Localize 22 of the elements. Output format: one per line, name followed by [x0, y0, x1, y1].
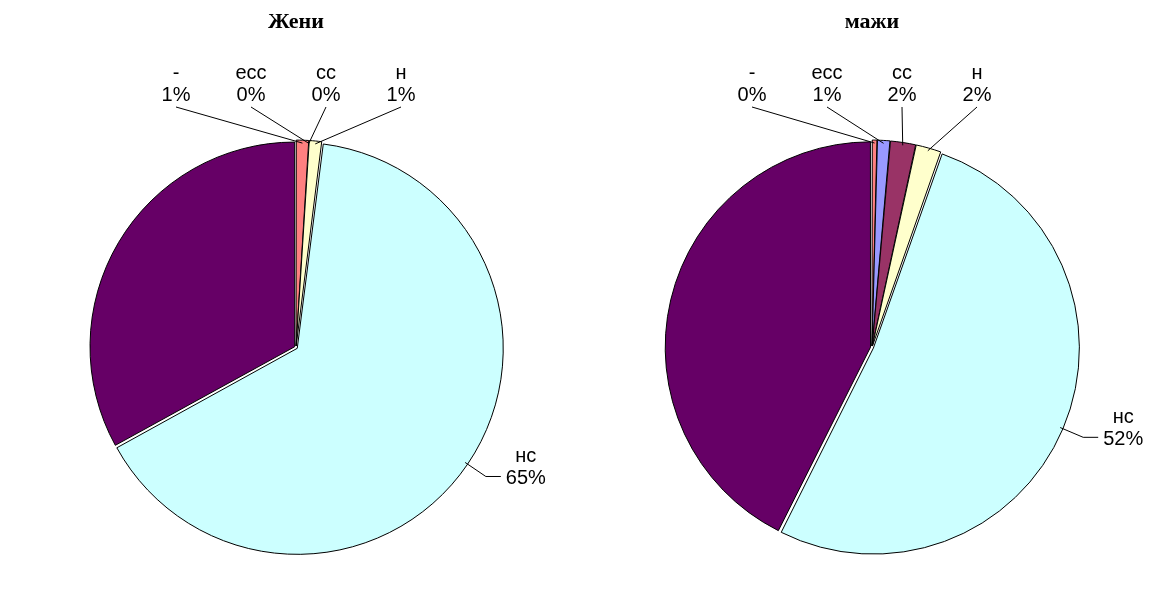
data-label: 1% [812, 83, 842, 105]
slice-label: нс [1112, 405, 1134, 428]
data-label: 1% [386, 83, 416, 105]
text: 0% [236, 83, 266, 105]
slice-label: сс [892, 61, 912, 83]
slice-label: н [971, 61, 983, 83]
data-label: 52% [1103, 427, 1144, 450]
data-label: 2% [962, 83, 992, 105]
slice-label: нс [515, 444, 537, 467]
data-label: 2% [887, 83, 917, 105]
data-label: 0% [737, 83, 767, 105]
chart-title: мажи [843, 8, 901, 35]
chart-title: Жени [267, 8, 325, 35]
slice-label: - [748, 61, 756, 83]
category-label: сс [316, 61, 336, 83]
slice-label: есс [811, 61, 843, 83]
data-label: 1% [161, 83, 191, 105]
slice-label: - [172, 61, 180, 83]
data-label: 65% [505, 466, 547, 489]
slice-label: н [395, 61, 407, 83]
category-label: есс [235, 61, 267, 83]
text: 0% [311, 83, 341, 105]
